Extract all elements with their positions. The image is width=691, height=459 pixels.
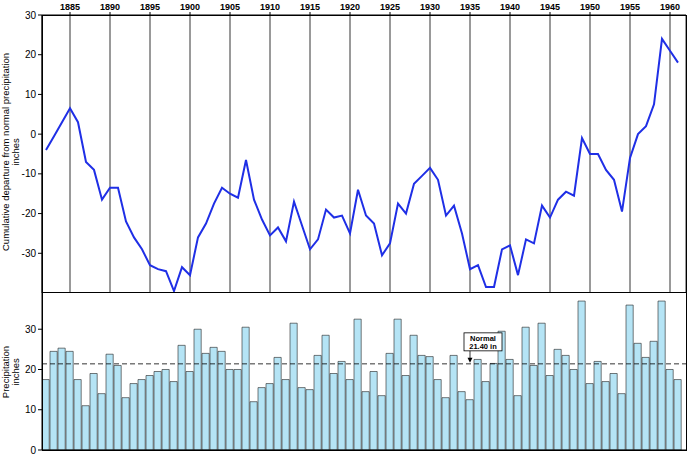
svg-text:30: 30 xyxy=(25,324,37,335)
svg-text:inches: inches xyxy=(10,358,21,386)
svg-text:1885: 1885 xyxy=(60,2,80,12)
svg-text:1955: 1955 xyxy=(620,2,640,12)
svg-text:1890: 1890 xyxy=(100,2,120,12)
svg-text:Normal: Normal xyxy=(470,333,496,343)
svg-text:30: 30 xyxy=(25,10,37,21)
svg-text:1950: 1950 xyxy=(580,2,600,12)
svg-text:20: 20 xyxy=(25,364,37,375)
svg-text:1925: 1925 xyxy=(380,2,400,12)
svg-text:1905: 1905 xyxy=(220,2,240,12)
svg-text:1940: 1940 xyxy=(500,2,520,12)
svg-text:-20: -20 xyxy=(22,208,37,219)
svg-text:0: 0 xyxy=(30,445,36,456)
svg-text:-30: -30 xyxy=(22,248,37,259)
svg-text:1915: 1915 xyxy=(300,2,320,12)
svg-text:10: 10 xyxy=(25,89,37,100)
svg-text:inches: inches xyxy=(10,138,21,166)
svg-text:1945: 1945 xyxy=(540,2,560,12)
svg-text:20: 20 xyxy=(25,49,37,60)
svg-text:1935: 1935 xyxy=(460,2,480,12)
svg-text:21.40 in: 21.40 in xyxy=(469,342,497,351)
svg-text:Cumulative departure from norm: Cumulative departure from normal precipi… xyxy=(8,53,11,251)
svg-text:1930: 1930 xyxy=(420,2,440,12)
svg-text:Precipitation: Precipitation xyxy=(8,346,11,398)
svg-text:1920: 1920 xyxy=(340,2,360,12)
svg-text:1895: 1895 xyxy=(140,2,160,12)
svg-text:1900: 1900 xyxy=(180,2,200,12)
svg-text:1960: 1960 xyxy=(660,2,680,12)
svg-text:-10: -10 xyxy=(22,168,37,179)
svg-text:0: 0 xyxy=(30,129,36,140)
svg-text:10: 10 xyxy=(25,404,37,415)
svg-text:1910: 1910 xyxy=(260,2,280,12)
